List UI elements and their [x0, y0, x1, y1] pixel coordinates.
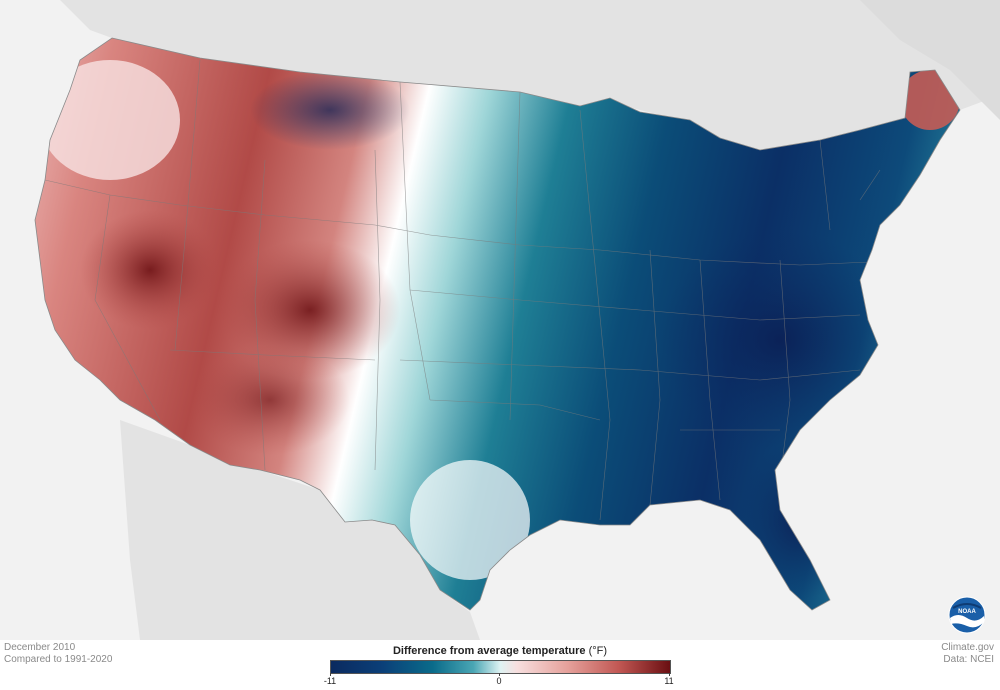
logo-text: NOAA	[958, 609, 976, 615]
legend-tick-mark-mid	[499, 673, 500, 676]
site-label: Climate.gov	[941, 642, 994, 653]
legend-tick-min: -11	[323, 676, 337, 686]
legend-unit: (°F)	[588, 645, 608, 657]
period-label: December 2010	[4, 642, 76, 653]
noaa-logo-icon: NOAA	[948, 596, 986, 634]
state-boundaries	[44, 59, 881, 521]
legend-title-text: Difference from average temperature	[392, 645, 586, 657]
legend-tick-mid: 0	[496, 676, 502, 686]
map-metadata: December 2010 Compared to 1991-2020	[4, 642, 112, 666]
legend-color-bar	[330, 660, 671, 674]
legend-tick-mark-min	[330, 673, 331, 676]
credit: Climate.gov Data: NCEI	[941, 642, 994, 666]
legend-tick-mark-max	[669, 673, 670, 676]
temperature-anomaly-map	[34, 0, 1000, 640]
legend-title: Difference from average temperature (°F)	[330, 645, 670, 657]
source-label: Data: NCEI	[943, 654, 994, 665]
surrounding-land	[60, 0, 1000, 640]
legend-tick-max: 11	[664, 676, 674, 686]
baseline-label: Compared to 1991-2020	[4, 654, 113, 665]
